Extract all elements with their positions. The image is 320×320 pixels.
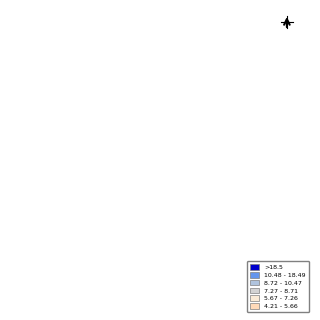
Legend: >18.5, 10.48 - 18.49, 8.72 - 10.47, 7.27 - 8.71, 5.67 - 7.26, 4.21 - 5.66: >18.5, 10.48 - 18.49, 8.72 - 10.47, 7.27… xyxy=(247,261,309,312)
